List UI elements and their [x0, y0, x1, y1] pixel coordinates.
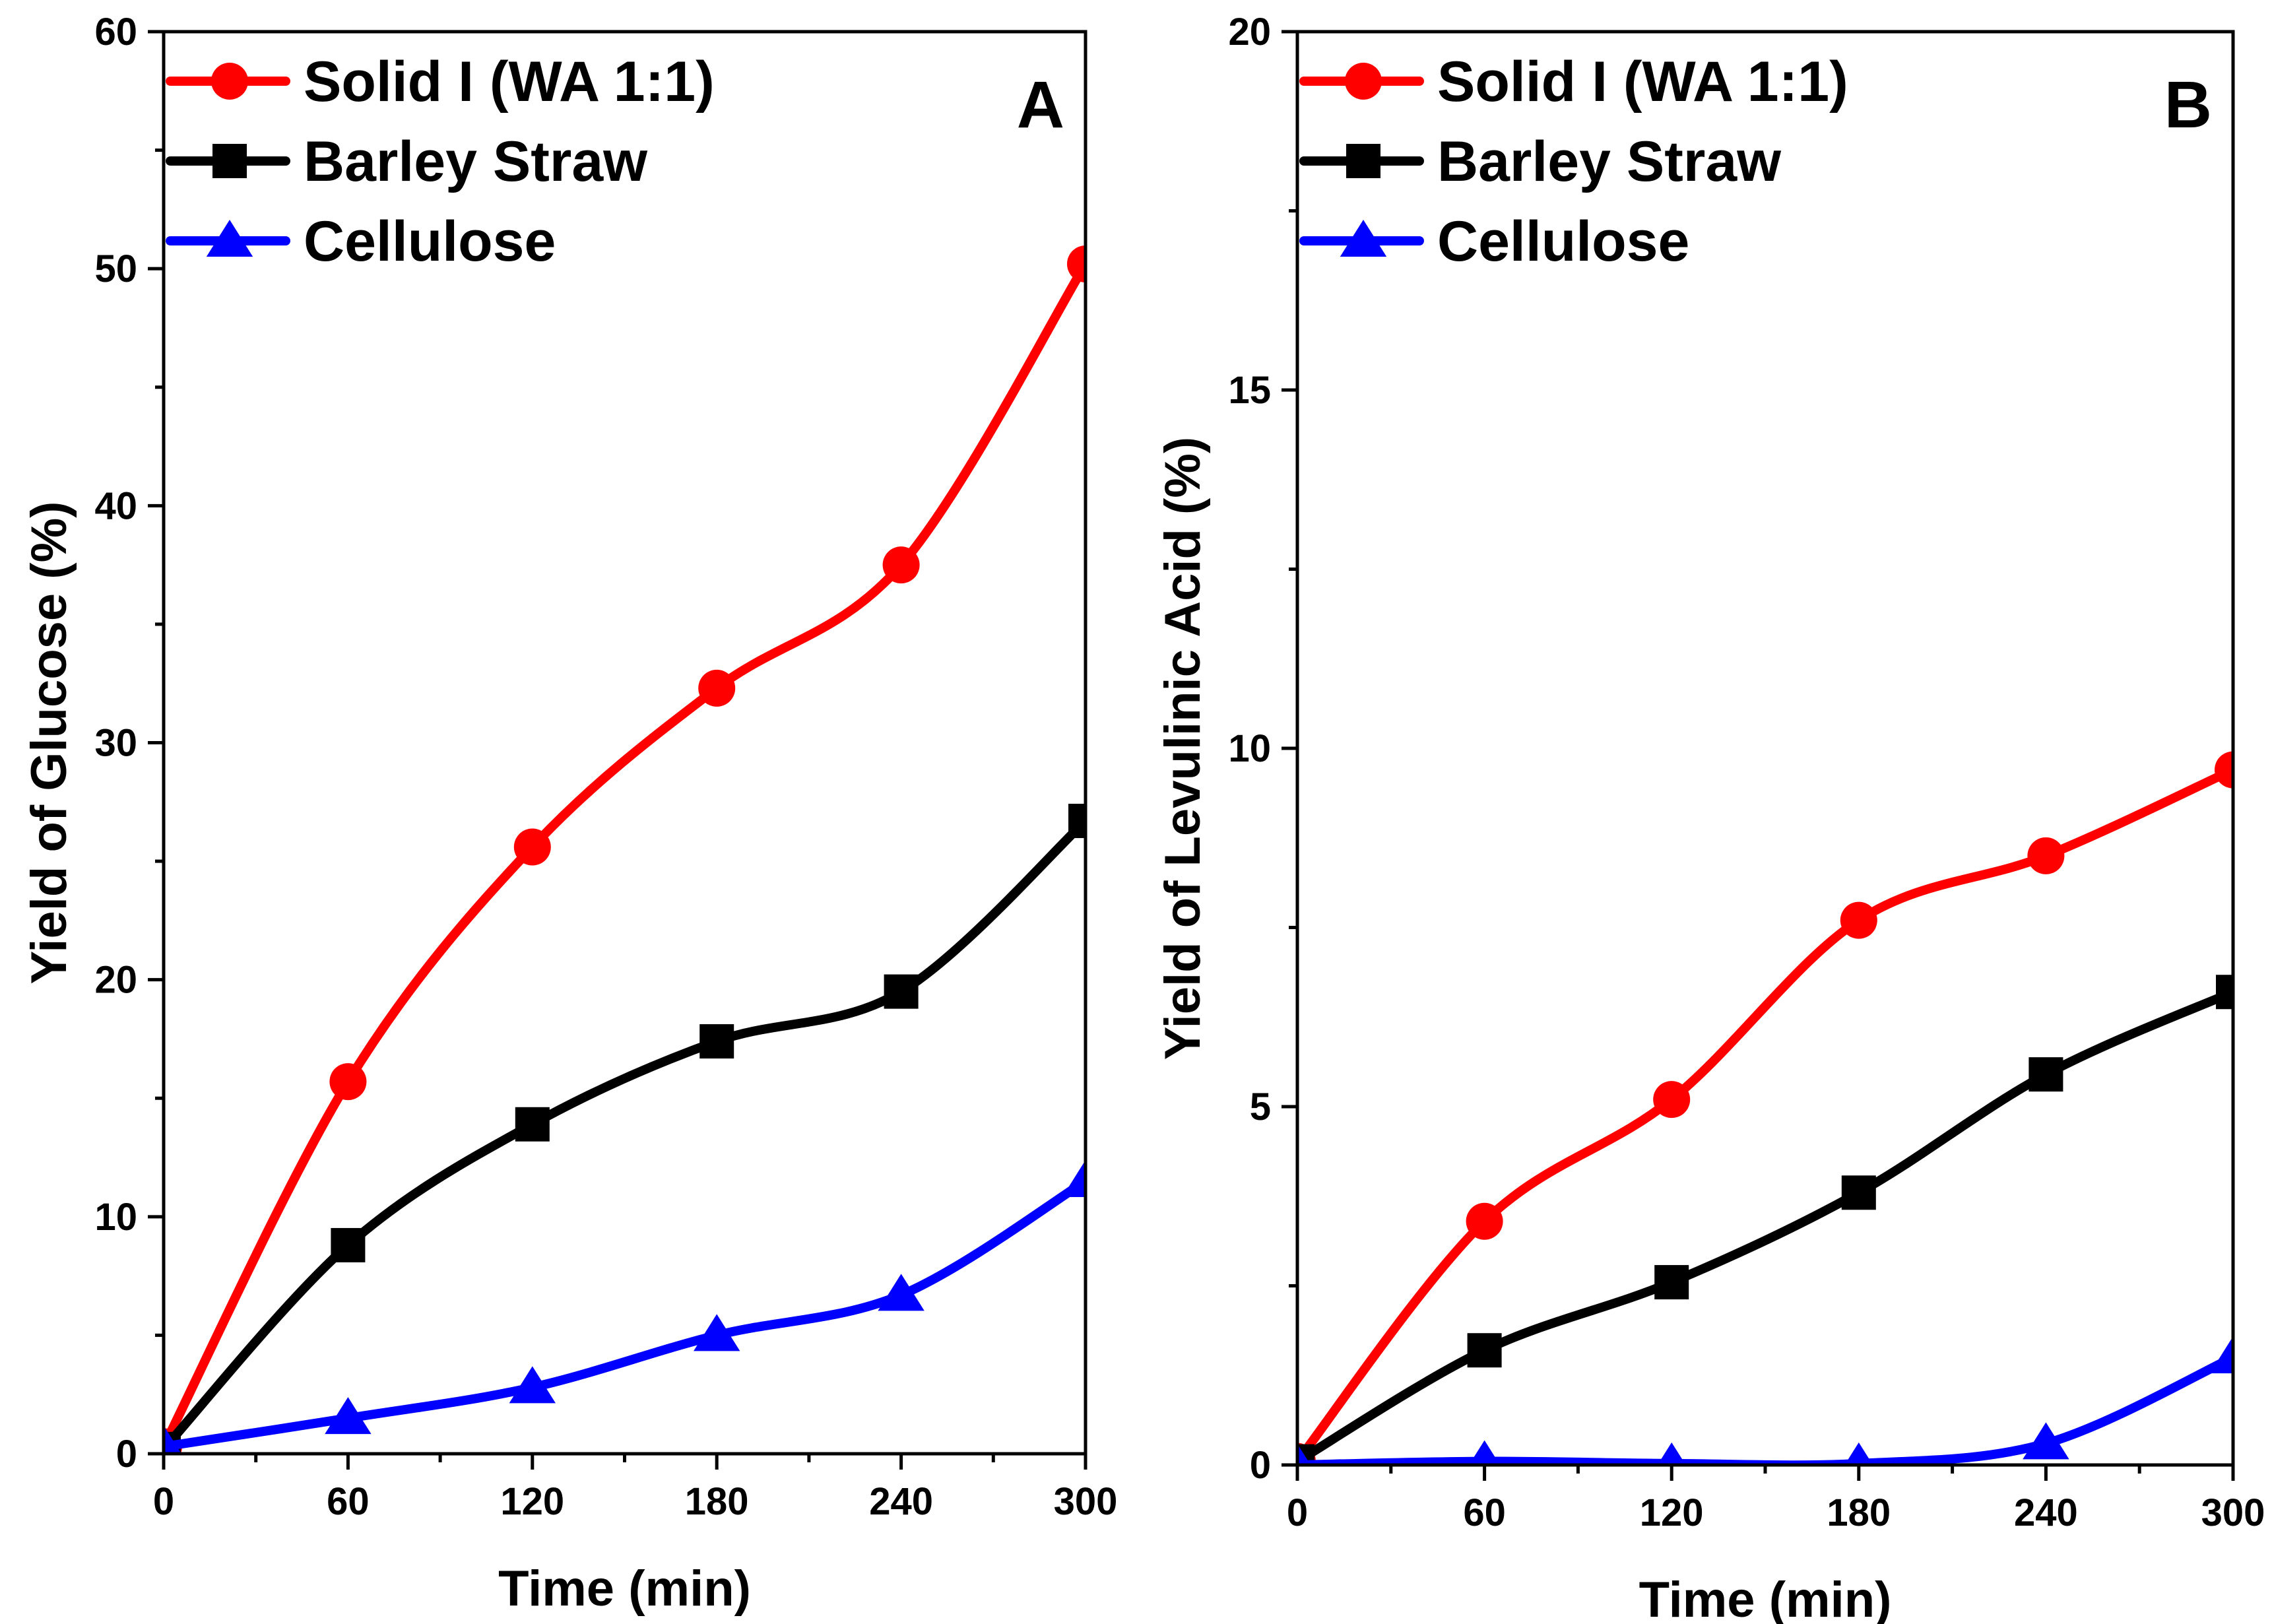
- data-point-0-3: [1840, 901, 1877, 939]
- data-point-0-1: [329, 1063, 367, 1101]
- y-tick-label-2: 10: [1228, 727, 1271, 770]
- legend-label-1: Barley Straw: [1437, 130, 1782, 193]
- legend-marker-0: [211, 63, 248, 100]
- data-point-2-2: [509, 1366, 556, 1404]
- y-axis-title: Yield of Levulinic Acid (%): [1155, 437, 1211, 1060]
- x-axis-title: Time (min): [1639, 1572, 1892, 1624]
- data-point-2-3: [694, 1314, 740, 1351]
- y-tick-label-0: 0: [116, 1433, 137, 1476]
- data-point-1-2: [1654, 1265, 1689, 1300]
- y-tick-label-4: 20: [1228, 11, 1271, 53]
- data-point-2-2: [1657, 1442, 1686, 1465]
- y-tick-label-1: 5: [1250, 1086, 1271, 1128]
- y-axis-title: Yield of Glucose (%): [21, 502, 77, 985]
- x-tick-label-5: 300: [1054, 1480, 1118, 1523]
- x-tick-label-2: 120: [500, 1480, 564, 1523]
- x-tick-label-2: 120: [1640, 1491, 1704, 1534]
- data-point-2-3: [1844, 1442, 1873, 1465]
- legend-label-2: Cellulose: [304, 210, 556, 273]
- data-point-2-1: [1469, 1440, 1501, 1465]
- data-point-1-3: [699, 1024, 734, 1059]
- plot-frame: [162, 30, 1087, 1456]
- x-axis-title: Time (min): [498, 1561, 751, 1617]
- data-point-1-5: [1068, 804, 1086, 839]
- legend-label-0: Solid I (WA 1:1): [304, 50, 715, 114]
- y-tick-label-6: 60: [94, 11, 137, 53]
- series-line-1: [1297, 987, 2233, 1465]
- data-point-1-1: [1467, 1333, 1502, 1368]
- series-line-2: [164, 1176, 1086, 1452]
- data-point-1-4: [884, 974, 919, 1009]
- y-tick-label-5: 50: [94, 247, 137, 290]
- x-tick-label-4: 240: [2014, 1491, 2078, 1534]
- data-point-1-5: [2216, 975, 2233, 1010]
- data-point-0-4: [2027, 837, 2065, 874]
- data-point-1-2: [515, 1107, 550, 1142]
- legend-marker-2: [1340, 220, 1387, 257]
- x-tick-label-5: 300: [2201, 1491, 2265, 1534]
- data-point-2-0: [1297, 1444, 1311, 1465]
- data-point-1-1: [331, 1227, 366, 1262]
- plot-area: [164, 245, 1086, 1454]
- series-line-0: [1297, 765, 2233, 1465]
- data-point-2-4: [2023, 1422, 2069, 1460]
- legend: Solid I (WA 1:1) Barley Straw Cellulose: [166, 50, 715, 273]
- series-line-0: [164, 259, 1086, 1452]
- x-tick-label-3: 180: [685, 1480, 749, 1523]
- series-line-1: [164, 816, 1086, 1454]
- data-point-0-4: [882, 546, 920, 584]
- data-point-0-2: [1653, 1081, 1691, 1119]
- data-point-2-5: [1062, 1159, 1086, 1197]
- data-point-2-5: [2209, 1336, 2233, 1374]
- plot-area: [1297, 751, 2233, 1465]
- data-point-0-1: [1466, 1202, 1503, 1240]
- data-point-2-0: [164, 1425, 181, 1454]
- legend-marker-2: [206, 220, 253, 257]
- legend-marker-1: [1346, 144, 1380, 178]
- x-tick-label-1: 60: [327, 1480, 370, 1523]
- legend-label-1: Barley Straw: [304, 130, 648, 193]
- y-tick-label-3: 15: [1228, 369, 1271, 412]
- panel-label: B: [2164, 68, 2212, 142]
- data-point-0-3: [698, 669, 736, 707]
- y-tick-label-1: 10: [94, 1196, 137, 1239]
- y-tick-label-4: 40: [94, 484, 137, 527]
- y-tick-label-3: 30: [94, 722, 137, 765]
- y-tick-label-0: 0: [1250, 1444, 1271, 1487]
- x-tick-label-3: 180: [1827, 1491, 1891, 1534]
- data-point-1-4: [2029, 1057, 2063, 1092]
- data-point-0-5: [1067, 245, 1086, 282]
- y-tick-label-2: 20: [94, 959, 137, 1002]
- data-point-1-3: [1841, 1175, 1876, 1210]
- x-tick-label-1: 60: [1463, 1491, 1506, 1534]
- x-tick-label-0: 0: [153, 1480, 174, 1523]
- data-point-2-1: [325, 1397, 372, 1435]
- x-tick-label-0: 0: [1287, 1491, 1308, 1534]
- series-line-2: [1297, 1353, 2233, 1465]
- data-point-0-5: [2215, 751, 2233, 789]
- panel-label: A: [1017, 68, 1064, 142]
- data-point-0-2: [513, 828, 551, 866]
- x-tick-label-4: 240: [869, 1480, 933, 1523]
- legend: Solid I (WA 1:1) Barley Straw Cellulose: [1299, 50, 1848, 273]
- legend-label-0: Solid I (WA 1:1): [1437, 50, 1848, 114]
- panel-b: 0 60 120 180 240 300 0 5 10 15 20 Time (min) Yield o…: [1155, 11, 2265, 1624]
- panel-a: 0 60 120 180 240 300 0 10 20 30 40 50 60 Time (min) Yi…: [21, 11, 1117, 1617]
- legend-marker-0: [1345, 63, 1382, 100]
- legend-label-2: Cellulose: [1437, 210, 1689, 273]
- legend-marker-1: [212, 144, 247, 178]
- data-point-2-4: [878, 1274, 925, 1311]
